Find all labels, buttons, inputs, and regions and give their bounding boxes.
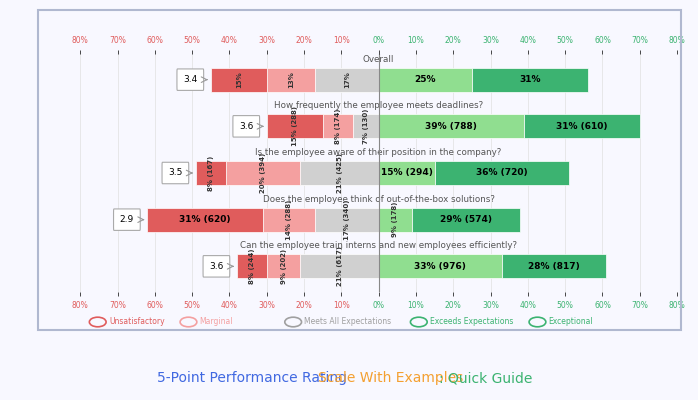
Bar bbox=[378, 114, 524, 138]
Text: Scale With Examples: Scale With Examples bbox=[318, 371, 463, 385]
Text: How frequently the employee meets deadlines?: How frequently the employee meets deadli… bbox=[274, 102, 483, 110]
Text: 13%: 13% bbox=[288, 71, 294, 88]
FancyBboxPatch shape bbox=[114, 209, 140, 230]
Bar bbox=[413, 208, 521, 232]
Bar bbox=[225, 161, 300, 185]
Text: 3.5: 3.5 bbox=[168, 168, 183, 178]
Bar bbox=[378, 161, 435, 185]
Text: 3.4: 3.4 bbox=[183, 75, 198, 84]
Text: Can the employee train interns and new employees efficiently?: Can the employee train interns and new e… bbox=[240, 242, 517, 250]
Text: 9% (202): 9% (202) bbox=[281, 249, 287, 284]
Bar bbox=[524, 114, 640, 138]
Text: 3.6: 3.6 bbox=[209, 262, 223, 271]
Bar bbox=[300, 161, 378, 185]
Text: Overall: Overall bbox=[363, 55, 394, 64]
Text: Exceptional: Exceptional bbox=[549, 318, 593, 326]
Text: 31%: 31% bbox=[519, 75, 540, 84]
Bar bbox=[315, 208, 378, 232]
Text: 17% (340): 17% (340) bbox=[344, 200, 350, 240]
Bar bbox=[378, 254, 502, 278]
Bar bbox=[472, 68, 588, 92]
Text: 15%: 15% bbox=[236, 71, 242, 88]
Text: 39% (788): 39% (788) bbox=[426, 122, 477, 131]
Text: 5-Point Performance Rating: 5-Point Performance Rating bbox=[157, 371, 351, 385]
Text: 36% (720): 36% (720) bbox=[476, 168, 528, 178]
Text: Does the employee think of out-of-the-box solutions?: Does the employee think of out-of-the-bo… bbox=[262, 195, 495, 204]
Text: Unsatisfactory: Unsatisfactory bbox=[109, 318, 165, 326]
Bar bbox=[237, 254, 267, 278]
Text: 14% (288): 14% (288) bbox=[286, 200, 292, 240]
Bar bbox=[315, 68, 378, 92]
Bar bbox=[378, 68, 472, 92]
Text: 33% (976): 33% (976) bbox=[415, 262, 466, 271]
Text: 25%: 25% bbox=[415, 75, 436, 84]
Text: 17%: 17% bbox=[344, 71, 350, 88]
Bar bbox=[211, 68, 267, 92]
Bar bbox=[352, 114, 378, 138]
Text: 29% (574): 29% (574) bbox=[440, 215, 492, 224]
Text: Marginal: Marginal bbox=[200, 318, 233, 326]
Bar bbox=[502, 254, 606, 278]
Bar bbox=[196, 161, 225, 185]
FancyBboxPatch shape bbox=[177, 69, 204, 90]
FancyBboxPatch shape bbox=[233, 116, 260, 137]
Text: 20% (394): 20% (394) bbox=[260, 153, 266, 193]
Bar bbox=[300, 254, 378, 278]
Text: 21% (617): 21% (617) bbox=[336, 246, 343, 286]
Text: 3.6: 3.6 bbox=[239, 122, 253, 131]
Bar bbox=[435, 161, 569, 185]
Text: 8% (244): 8% (244) bbox=[249, 248, 255, 284]
Text: 8% (174): 8% (174) bbox=[334, 108, 341, 144]
Bar bbox=[378, 208, 413, 232]
Bar bbox=[267, 254, 300, 278]
Bar bbox=[267, 68, 315, 92]
Text: 8% (167): 8% (167) bbox=[208, 155, 214, 191]
Text: Meets All Expectations: Meets All Expectations bbox=[304, 318, 392, 326]
Text: 7% (130): 7% (130) bbox=[362, 109, 369, 144]
Bar bbox=[322, 114, 352, 138]
Text: 15% (294): 15% (294) bbox=[380, 168, 433, 178]
Text: 28% (817): 28% (817) bbox=[528, 262, 580, 271]
Text: Is the employee aware of their position in the company?: Is the employee aware of their position … bbox=[255, 148, 502, 157]
Text: 31% (610): 31% (610) bbox=[556, 122, 608, 131]
Text: Exceeds Expectations: Exceeds Expectations bbox=[430, 318, 513, 326]
Bar bbox=[263, 208, 315, 232]
Bar bbox=[267, 114, 322, 138]
FancyBboxPatch shape bbox=[162, 162, 188, 184]
FancyBboxPatch shape bbox=[203, 256, 230, 277]
Bar bbox=[147, 208, 263, 232]
Text: 2.9: 2.9 bbox=[120, 215, 134, 224]
Text: : Quick Guide: : Quick Guide bbox=[439, 371, 532, 385]
Text: 15% (288): 15% (288) bbox=[292, 106, 298, 146]
Text: 9% (178): 9% (178) bbox=[392, 202, 399, 237]
Text: 31% (620): 31% (620) bbox=[179, 215, 231, 224]
Text: 21% (425): 21% (425) bbox=[336, 153, 343, 193]
